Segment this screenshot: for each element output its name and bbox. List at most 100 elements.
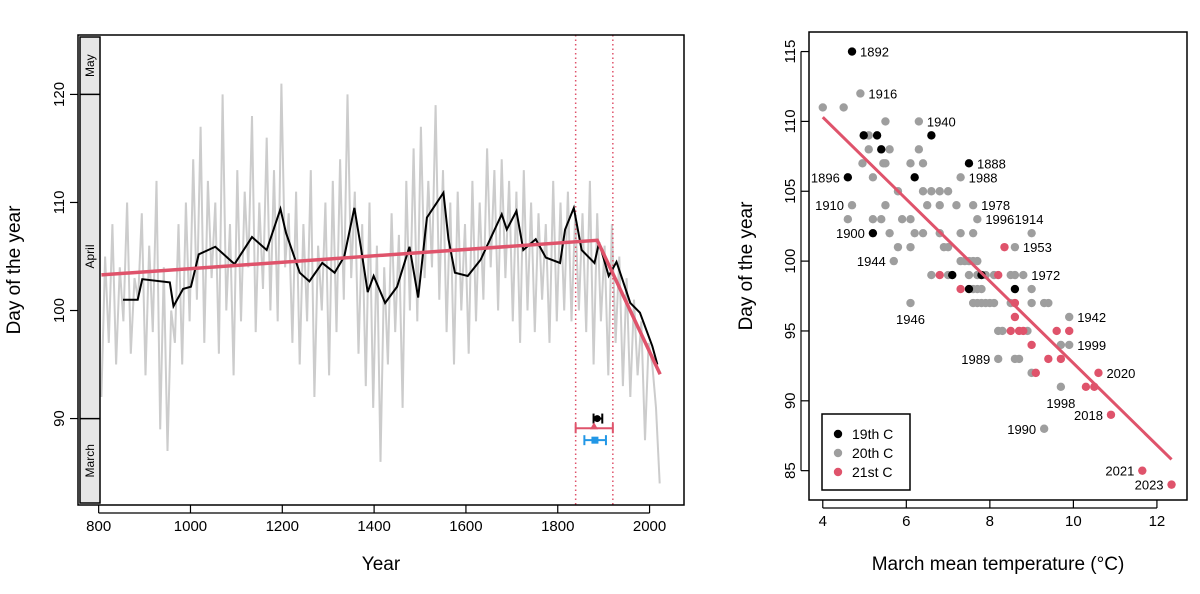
data-point-20th-c bbox=[943, 242, 953, 252]
data-point-19th-c bbox=[877, 145, 886, 154]
data-point-20th-c bbox=[1065, 340, 1074, 350]
y-tick-label: 110 bbox=[782, 109, 799, 133]
point-label: 1916 bbox=[868, 86, 897, 101]
data-point-20th-c bbox=[1027, 298, 1036, 308]
annual-series-line bbox=[100, 83, 661, 484]
right-y-axis-label: Day of the year bbox=[736, 201, 757, 331]
data-point-20th-c bbox=[994, 354, 1003, 364]
data-point-20th-c bbox=[858, 159, 867, 168]
month-band-strip bbox=[79, 36, 101, 504]
point-label: 1910 bbox=[815, 198, 844, 213]
data-point-20th-c bbox=[956, 173, 965, 182]
data-point-20th-c bbox=[1027, 284, 1036, 294]
data-point-19th-c bbox=[868, 228, 878, 238]
data-point-20th-c bbox=[910, 228, 919, 238]
data-point-20th-c bbox=[1010, 270, 1020, 280]
data-point-20th-c bbox=[818, 103, 827, 112]
x-tick-label: 1600 bbox=[449, 518, 482, 535]
data-point-20th-c bbox=[977, 284, 986, 294]
point-label: 1972 bbox=[1031, 268, 1060, 283]
data-point-19th-c bbox=[872, 131, 882, 140]
data-point-20th-c bbox=[1039, 424, 1049, 433]
data-point-19th-c bbox=[910, 173, 919, 182]
data-point-20th-c bbox=[906, 215, 915, 224]
data-point-19th-c bbox=[948, 270, 957, 280]
point-label: 1953 bbox=[1023, 240, 1052, 255]
data-point-19th-c bbox=[927, 131, 936, 140]
point-label: 1942 bbox=[1077, 310, 1106, 325]
data-point-20th-c bbox=[1044, 298, 1053, 308]
point-label: 1896 bbox=[811, 170, 840, 185]
y-tick-label: 90 bbox=[782, 392, 799, 409]
data-point-20th-c bbox=[868, 215, 878, 224]
legend: 19th C 20th C 21st C bbox=[821, 413, 911, 491]
piecewise-fit-line bbox=[101, 238, 662, 376]
x-tick-label: 4 bbox=[819, 513, 827, 530]
data-point-19th-c bbox=[859, 131, 868, 140]
legend-box bbox=[821, 413, 911, 491]
y-tick-label: 100 bbox=[51, 298, 68, 323]
y-tick-label: 100 bbox=[782, 249, 799, 274]
data-point-20th-c bbox=[973, 256, 982, 266]
breakpoint-marker-circle bbox=[593, 415, 601, 423]
data-point-20th-c bbox=[897, 215, 907, 224]
x-tick-label: 800 bbox=[86, 518, 111, 535]
data-point-21st-c bbox=[1010, 312, 1020, 322]
data-point-20th-c bbox=[935, 187, 944, 196]
plot-frame bbox=[808, 31, 1188, 501]
data-point-21st-c bbox=[1167, 480, 1176, 489]
data-point-20th-c bbox=[877, 215, 886, 224]
breakpoint-marker-square bbox=[591, 436, 599, 444]
data-point-20th-c bbox=[943, 187, 953, 196]
data-point-21st-c bbox=[1027, 340, 1036, 350]
data-point-20th-c bbox=[1019, 270, 1028, 280]
data-point-21st-c bbox=[1044, 354, 1053, 364]
data-point-20th-c bbox=[918, 159, 928, 168]
point-label: 1999 bbox=[1077, 338, 1106, 353]
data-point-20th-c bbox=[881, 159, 890, 168]
data-point-19th-c bbox=[964, 284, 974, 294]
y-tick-label: 120 bbox=[51, 82, 68, 107]
data-point-20th-c bbox=[881, 117, 890, 126]
data-point-21st-c bbox=[1006, 326, 1015, 336]
data-point-20th-c bbox=[1065, 312, 1074, 322]
month-label-april: April bbox=[83, 244, 97, 268]
data-point-20th-c bbox=[1010, 242, 1020, 252]
data-point-20th-c bbox=[847, 201, 857, 210]
legend-label: 21st C bbox=[852, 464, 892, 480]
data-point-21st-c bbox=[1106, 410, 1116, 419]
data-point-20th-c bbox=[914, 145, 924, 154]
data-point-19th-c bbox=[964, 159, 974, 168]
data-point-20th-c bbox=[1014, 354, 1024, 364]
point-label: 1892 bbox=[860, 45, 889, 60]
left-y-axis-label: Day of the year bbox=[4, 205, 25, 335]
left-x-axis-label: Year bbox=[362, 554, 401, 575]
legend-marker bbox=[833, 448, 843, 458]
point-label: 1940 bbox=[927, 114, 956, 129]
data-point-20th-c bbox=[914, 117, 924, 126]
y-tick-label: 90 bbox=[51, 410, 68, 427]
data-point-20th-c bbox=[1056, 382, 1066, 392]
data-point-21st-c bbox=[1031, 368, 1041, 378]
data-point-20th-c bbox=[906, 298, 915, 308]
data-point-20th-c bbox=[918, 228, 928, 238]
data-point-21st-c bbox=[1000, 242, 1009, 252]
data-point-19th-c bbox=[843, 173, 853, 182]
data-point-20th-c bbox=[906, 159, 915, 168]
data-point-20th-c bbox=[1027, 228, 1036, 238]
y-tick-label: 115 bbox=[782, 40, 799, 64]
x-tick-label: 10 bbox=[1065, 513, 1082, 530]
data-point-20th-c bbox=[973, 215, 982, 224]
data-point-20th-c bbox=[881, 201, 890, 210]
data-point-20th-c bbox=[885, 145, 894, 154]
legend-marker bbox=[833, 467, 843, 477]
data-point-20th-c bbox=[968, 228, 978, 238]
data-point-21st-c bbox=[1052, 326, 1061, 336]
data-point-20th-c bbox=[856, 89, 865, 98]
point-label: 1988 bbox=[969, 170, 998, 185]
data-point-20th-c bbox=[964, 270, 974, 280]
data-point-20th-c bbox=[956, 228, 965, 238]
point-label: 1989 bbox=[961, 352, 990, 367]
y-tick-label: 85 bbox=[782, 462, 799, 479]
data-point-20th-c bbox=[968, 201, 978, 210]
